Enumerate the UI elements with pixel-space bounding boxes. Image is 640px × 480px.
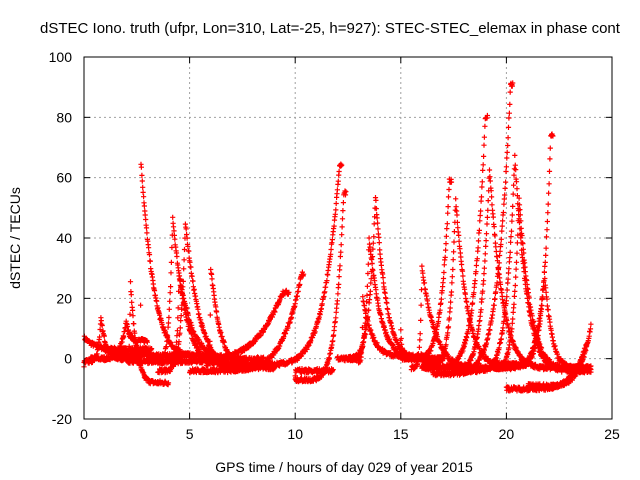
x-tick-label: 25 <box>604 426 620 442</box>
y-tick-label: 20 <box>56 290 72 306</box>
x-tick-label: 20 <box>499 426 515 442</box>
y-tick-label: 60 <box>56 170 72 186</box>
x-axis-label: GPS time / hours of day 029 of year 2015 <box>215 459 473 475</box>
y-tick-label: 0 <box>64 351 72 367</box>
y-tick-label: -20 <box>52 411 72 427</box>
data-point-markers <box>81 80 594 394</box>
y-tick-label: 100 <box>49 49 73 65</box>
y-tick-label: 40 <box>56 230 72 246</box>
y-axis-label: dSTEC / TECUs <box>7 187 23 289</box>
x-tick-label: 0 <box>80 426 88 442</box>
x-tick-label: 5 <box>186 426 194 442</box>
chart-title: dSTEC Iono. truth (ufpr, Lon=310, Lat=-2… <box>40 20 621 37</box>
plot-frame <box>83 56 613 420</box>
x-tick-label: 15 <box>393 426 409 442</box>
y-tick-label: 80 <box>56 109 72 125</box>
data-marks <box>81 80 594 394</box>
x-tick-label: 10 <box>287 426 303 442</box>
